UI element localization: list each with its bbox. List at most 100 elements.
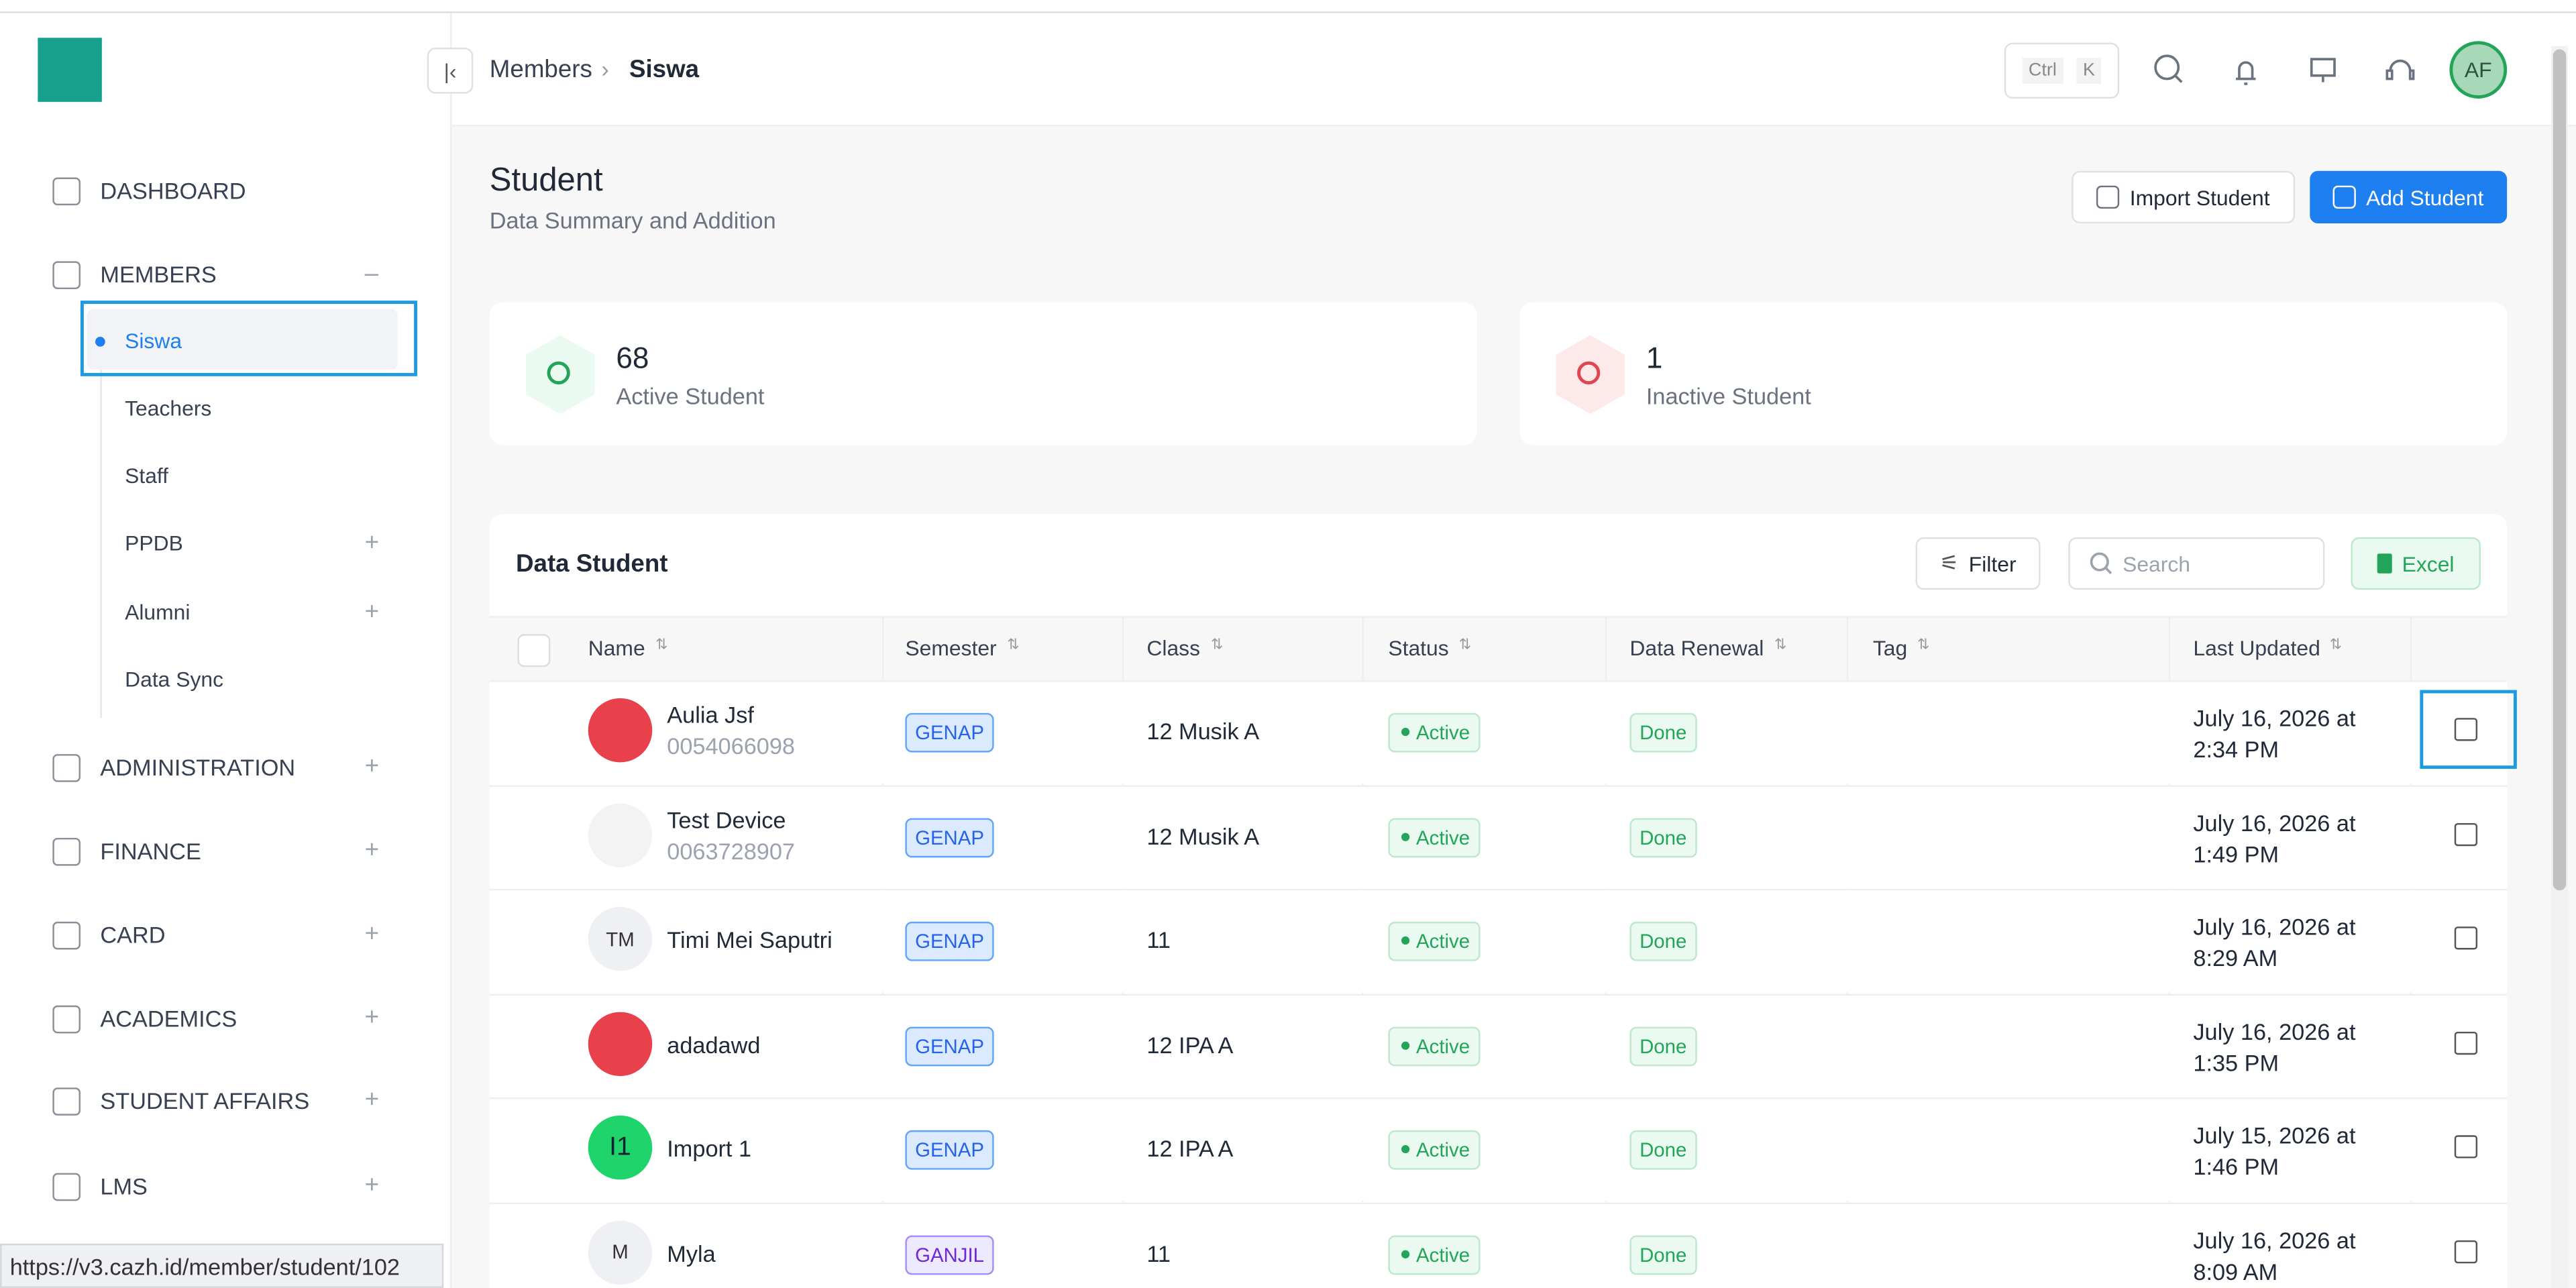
sort-icon[interactable]: ⇅ xyxy=(1007,635,1020,653)
student-name[interactable]: Myla xyxy=(667,1239,716,1266)
edit-button[interactable] xyxy=(2454,1030,2478,1055)
column-header[interactable]: Last Updated xyxy=(2193,635,2320,661)
status-badge: Active xyxy=(1388,1026,1480,1066)
nav-icon xyxy=(52,1087,81,1116)
sort-icon[interactable]: ⇅ xyxy=(655,635,668,653)
student-name[interactable]: adadawd xyxy=(667,1030,761,1057)
status-dot xyxy=(1401,1249,1410,1258)
table-row[interactable] xyxy=(489,1097,2508,1201)
column-header[interactable]: Status xyxy=(1388,635,1449,661)
edit-button[interactable] xyxy=(2454,1135,2478,1159)
sort-icon[interactable]: ⇅ xyxy=(1210,635,1224,653)
edit-button[interactable] xyxy=(2454,718,2478,741)
student-name[interactable]: Import 1 xyxy=(667,1135,752,1162)
excel-button[interactable]: Excel xyxy=(2351,537,2481,590)
table-row[interactable] xyxy=(489,993,2508,1097)
expand-icon[interactable]: + xyxy=(364,1171,380,1199)
nav-icon xyxy=(52,177,81,206)
nav-subitem[interactable]: PPDB xyxy=(125,531,183,555)
semester-badge: GENAP xyxy=(905,921,994,961)
nav-item[interactable]: STUDENT AFFAIRS xyxy=(100,1087,310,1114)
column-header[interactable]: Semester xyxy=(905,635,997,661)
search-shortcut[interactable]: Ctrl K xyxy=(2004,42,2120,99)
sort-icon[interactable]: ⇅ xyxy=(1774,635,1787,653)
student-id: 0063728907 xyxy=(667,837,796,863)
column-header[interactable]: Data Renewal xyxy=(1629,635,1764,661)
add-button[interactable]: Add Student xyxy=(2310,170,2508,224)
last-updated: July 16, 2026 at 2:34 PM xyxy=(2193,704,2356,763)
expand-icon[interactable]: + xyxy=(364,598,380,627)
status-dot xyxy=(1401,1144,1410,1154)
nav-icon xyxy=(52,261,81,290)
column-header[interactable]: Class xyxy=(1146,635,1201,661)
nav-subitem[interactable]: Alumni xyxy=(125,599,191,625)
icon xyxy=(2096,185,2121,209)
expand-icon[interactable]: – xyxy=(364,259,379,288)
stat-card xyxy=(1519,302,2508,445)
nav-item[interactable]: ACADEMICS xyxy=(100,1005,237,1032)
collapse-button[interactable]: |‹ xyxy=(427,48,474,94)
header-icons[interactable] xyxy=(2144,46,2423,95)
logo[interactable] xyxy=(38,38,102,102)
search-input[interactable]: Search xyxy=(2068,537,2325,590)
highlight-box xyxy=(80,301,418,376)
edit-button[interactable] xyxy=(2454,926,2478,950)
avatar xyxy=(588,1011,653,1075)
nav-item[interactable]: ADMINISTRATION xyxy=(100,754,296,781)
expand-icon[interactable]: + xyxy=(364,920,380,949)
semester-badge: GANJIL xyxy=(905,1234,994,1275)
page-title: Student xyxy=(489,162,603,199)
expand-icon[interactable]: + xyxy=(364,1004,380,1032)
nav-subitem[interactable]: Teachers xyxy=(125,396,212,421)
stat-value: 1 xyxy=(1646,341,1663,375)
filter-button[interactable]: ⚟ Filter xyxy=(1915,537,2041,590)
expand-icon[interactable]: + xyxy=(364,836,380,865)
sort-icon[interactable]: ⇅ xyxy=(2329,635,2343,653)
nav-item[interactable]: MEMBERS xyxy=(100,261,217,288)
edit-button[interactable] xyxy=(2454,1239,2478,1263)
column-header[interactable]: Name xyxy=(588,635,645,661)
sort-icon[interactable]: ⇅ xyxy=(1917,635,1930,653)
expand-icon[interactable]: + xyxy=(364,1085,380,1114)
student-name[interactable]: Test Device xyxy=(667,806,786,833)
scroll-thumb[interactable] xyxy=(2553,49,2567,891)
user-avatar[interactable]: AF xyxy=(2449,41,2508,99)
highlight-box xyxy=(2420,690,2517,769)
avatar xyxy=(588,698,653,763)
renewal-badge: Done xyxy=(1629,1026,1697,1066)
label: Import Student xyxy=(2129,184,2270,210)
nav-subitem[interactable]: Siswa xyxy=(125,328,182,354)
table-row[interactable] xyxy=(489,784,2508,888)
table-row[interactable] xyxy=(489,680,2508,784)
nav-item[interactable]: CARD xyxy=(100,921,166,949)
student-name[interactable]: Timi Mei Saputri xyxy=(667,926,833,953)
last-updated: July 15, 2026 at 1:46 PM xyxy=(2193,1122,2356,1180)
table-row[interactable] xyxy=(489,1201,2508,1288)
column-header[interactable]: Tag xyxy=(1872,635,1908,661)
stat-card xyxy=(489,302,1477,445)
status-dot xyxy=(1401,936,1410,945)
key: K xyxy=(2076,57,2102,84)
nav-subitem[interactable]: Data Sync xyxy=(125,667,224,692)
checkbox xyxy=(517,634,551,667)
label: Excel xyxy=(2402,551,2455,576)
tree-line xyxy=(100,312,102,718)
renewal-badge: Done xyxy=(1629,1130,1697,1170)
import-button[interactable]: Import Student xyxy=(2072,170,2296,224)
expand-icon[interactable]: + xyxy=(364,752,380,781)
separator: › xyxy=(601,56,609,83)
breadcrumb[interactable]: Members xyxy=(489,56,592,84)
nav-icon xyxy=(52,837,81,866)
table-row[interactable] xyxy=(489,888,2508,993)
nav-item[interactable]: LMS xyxy=(100,1173,148,1199)
sort-icon[interactable]: ⇅ xyxy=(1458,635,1472,653)
nav-item[interactable]: DASHBOARD xyxy=(100,177,246,204)
header xyxy=(451,13,2576,127)
scrollbar[interactable] xyxy=(2551,46,2568,1288)
nav-subitem[interactable]: Staff xyxy=(125,463,169,488)
student-name[interactable]: Aulia Jsf xyxy=(667,701,754,728)
expand-icon[interactable]: + xyxy=(364,529,380,557)
nav-item[interactable]: FINANCE xyxy=(100,837,201,865)
edit-button[interactable] xyxy=(2454,822,2478,846)
status-dot xyxy=(1401,832,1410,841)
